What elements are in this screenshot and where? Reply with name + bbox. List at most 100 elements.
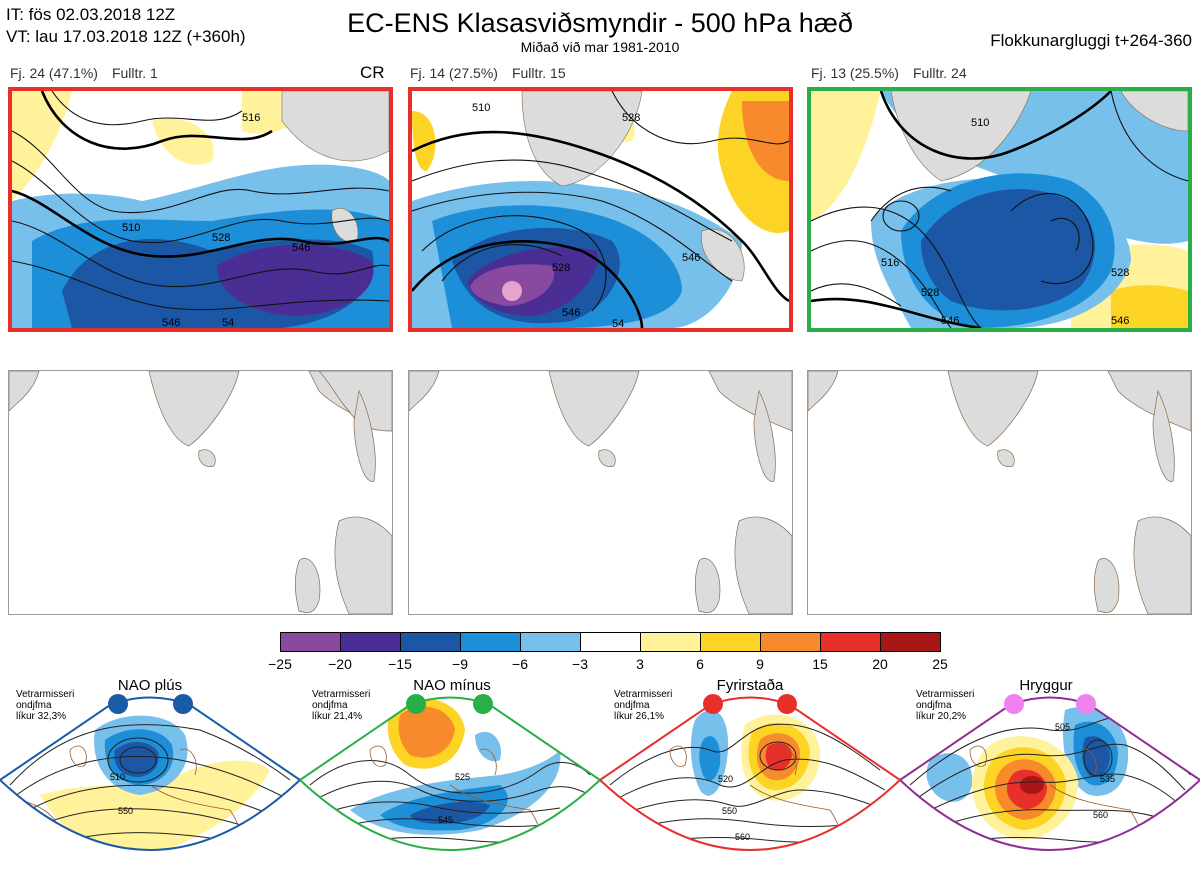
colorbar-cell-9 [760, 632, 821, 652]
regime-3-note: Vetrarmisseri ondjfma líkur 26,1% [614, 689, 672, 722]
regime-2-contour-label: 525 [455, 772, 470, 782]
regime-2-title: NAO mínus [413, 677, 491, 694]
cluster-2-precip-map [408, 370, 793, 615]
regime-4-contour-label: 560 [1093, 810, 1108, 820]
colorbar-cell-8 [700, 632, 761, 652]
basemap-1 [9, 371, 392, 614]
regime-3-dot-right [777, 694, 797, 714]
p2-label-3: 528 [552, 262, 570, 274]
p3-label-1: 510 [971, 117, 989, 129]
colorbar-tick: −25 [268, 656, 292, 672]
it-line: IT: fös 02.03.2018 12Z [6, 5, 176, 24]
regime-2-note-line: líkur 21,4% [312, 711, 363, 722]
colorbar-cell-4 [460, 632, 521, 652]
regime-2-contour-label: 545 [438, 815, 453, 825]
regime-1-dot-left [108, 694, 128, 714]
colorbar-cell-1 [280, 632, 341, 652]
p1-label-4: 546 [162, 317, 180, 328]
cluster-1-fj: Fj. 24 (47.1%) [10, 65, 98, 81]
colorbar-cell-6 [580, 632, 641, 652]
cluster-3-map: 510 516 528 546 546 528 [807, 87, 1192, 332]
regime-2-map: 525 545 565 [300, 694, 600, 860]
cluster-1-label: Fj. 24 (47.1%) Fulltr. 1 [10, 65, 172, 81]
p2-label-6: 54 [612, 318, 624, 328]
regime-3-contour-label: 560 [735, 832, 750, 842]
colorbar-cell-2 [340, 632, 401, 652]
regime-4-note-line: Vetrarmisseri [916, 689, 975, 700]
colorbar-tick: −20 [328, 656, 352, 672]
colorbar-tick: 25 [932, 656, 948, 672]
regime-4-contour-label: 505 [1055, 722, 1070, 732]
page-subtitle: Miðað við mar 1981-2010 [520, 39, 680, 55]
p2-label-2: 528 [622, 112, 640, 124]
cluster-3-rep: Fulltr. 24 [912, 65, 967, 81]
colorbar-cell-10 [820, 632, 881, 652]
regime-3-map: 520 550 560 [600, 694, 900, 851]
p3-label-4: 546 [941, 315, 959, 327]
p3-label-3: 528 [921, 287, 939, 299]
colorbar-cell-11 [880, 632, 941, 652]
p3-label-5: 546 [1111, 315, 1129, 327]
regime-2-note: Vetrarmisseri ondjfma líkur 21,4% [312, 689, 370, 722]
regime-3-title: Fyrirstaða [716, 677, 784, 694]
cluster-1-tag: CR [360, 63, 385, 82]
regime-1-note-line: ondjfma [16, 700, 52, 711]
regime-3-contour-label: 550 [722, 806, 737, 816]
colorbar-tick: 15 [812, 656, 828, 672]
cluster-window: Flokkunargluggi t+264-360 [990, 31, 1192, 50]
p3-label-2: 516 [881, 257, 899, 269]
regime-1-note-line: líkur 32,3% [16, 711, 67, 722]
p2-label-5: 546 [562, 307, 580, 319]
regime-4-note: Vetrarmisseri ondjfma líkur 20,2% [916, 689, 974, 722]
regime-1-note: Vetrarmisseri ondjfma líkur 32,3% [16, 689, 74, 722]
cluster-2-label: Fj. 14 (27.5%) Fulltr. 15 [410, 65, 580, 81]
colorbar-cell-7 [640, 632, 701, 652]
regime-1-contour-label: 510 [110, 772, 125, 782]
p1-label-1: 510 [122, 222, 140, 234]
colorbar-cell-3 [400, 632, 461, 652]
issue-time-info: IT: fös 02.03.2018 12Z VT: lau 17.03.201… [6, 4, 246, 48]
colorbar-tick: 9 [756, 656, 764, 672]
p2-label-4: 546 [682, 252, 700, 264]
p1-label-5: 54 [222, 317, 234, 328]
regime-3-note-line: líkur 26,1% [614, 711, 665, 722]
p2-label-1: 510 [472, 102, 490, 114]
regime-2-contour-label: 565 [446, 850, 461, 860]
cluster-2-anomaly-field: 510 528 528 546 546 54 [412, 91, 789, 328]
regime-3-note-line: ondjfma [614, 700, 650, 711]
colorbar-tick: −9 [452, 656, 468, 672]
regime-4-note-line: líkur 20,2% [916, 711, 967, 722]
regime-4-dot-left [1004, 694, 1024, 714]
cluster-3-precip-map [807, 370, 1192, 615]
colorbar-cell-5 [520, 632, 581, 652]
cluster-2-fj: Fj. 14 (27.5%) [410, 65, 498, 81]
basemap-2 [409, 371, 792, 614]
regime-3-contour-label: 520 [718, 774, 733, 784]
regime-4-title: Hryggur [1019, 677, 1073, 694]
cluster-2-map: 510 528 528 546 546 54 [408, 87, 793, 332]
p1-label-6: 516 [242, 112, 260, 124]
p1-label-3: 546 [292, 242, 310, 254]
colorbar-tick: −15 [388, 656, 412, 672]
regime-1-note-line: Vetrarmisseri [16, 689, 75, 700]
cluster-3-label: Fj. 13 (25.5%) Fulltr. 24 [811, 65, 981, 81]
regime-1-map: 510 550 [0, 694, 300, 851]
regime-1-title: NAO plús [117, 677, 183, 694]
regime-4-contour-label: 535 [1100, 774, 1115, 784]
p3-label-6: 528 [1111, 267, 1129, 279]
colorbar-tick: 6 [696, 656, 704, 672]
regime-2-dot-left [406, 694, 426, 714]
colorbar-tick: 20 [872, 656, 888, 672]
cluster-3-anomaly-field: 510 516 528 546 546 528 [811, 91, 1188, 328]
cluster-3-fj: Fj. 13 (25.5%) [811, 65, 899, 81]
cluster-1-map: 510 528 546 546 54 516 [8, 87, 393, 332]
cluster-1-precip-map [8, 370, 393, 615]
colorbar-tick: −3 [572, 656, 588, 672]
p1-label-2: 528 [212, 232, 230, 244]
regime-1-contour-label: 550 [118, 806, 133, 816]
regime-2-note-line: ondjfma [312, 700, 348, 711]
colorbar-tick: −6 [512, 656, 528, 672]
colorbar-tick: 3 [636, 656, 644, 672]
cluster-1-rep: Fulltr. 1 [111, 65, 158, 81]
regime-3-dot-left [703, 694, 723, 714]
